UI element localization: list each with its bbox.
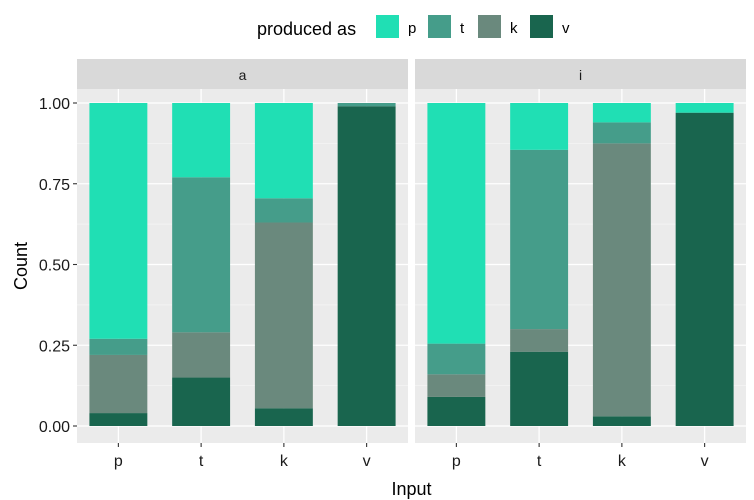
x-tick-label: t	[199, 453, 204, 470]
bar-segment-i-p-t	[427, 343, 486, 375]
bar-segment-a-p-k	[89, 354, 148, 414]
x-tick-label: p	[452, 453, 461, 470]
x-tick-label: t	[537, 453, 542, 470]
facet-strip	[415, 59, 746, 89]
bar-segment-i-t-t	[510, 149, 569, 330]
facet-panel-i: i p t k v	[415, 59, 746, 470]
y-axis-title: Count	[11, 242, 31, 290]
bar-segment-a-t-t	[172, 177, 231, 333]
bar-segment-a-p-v	[89, 413, 148, 426]
bar-segment-a-k-p	[254, 103, 313, 199]
facet-strip-label: i	[579, 67, 582, 83]
bar-segment-i-t-v	[510, 351, 569, 426]
facet-strip-label: a	[239, 67, 247, 83]
x-tick-label: k	[280, 453, 289, 470]
bar-segment-i-k-p	[592, 103, 651, 123]
legend: produced as p t k v	[257, 15, 570, 39]
bar-segment-i-k-v	[592, 416, 651, 426]
legend-title: produced as	[257, 19, 356, 39]
bar-segment-i-t-k	[510, 329, 569, 352]
bar-segment-i-k-k	[592, 143, 651, 417]
bar-segment-a-k-t	[254, 198, 313, 223]
bar-segment-i-v-v	[675, 112, 734, 426]
bar-segment-a-k-v	[254, 408, 313, 426]
bar-segment-a-k-k	[254, 222, 313, 409]
legend-swatch-k	[478, 15, 501, 38]
y-tick-label: 1.00	[39, 96, 70, 113]
bar-segment-a-p-t	[89, 338, 148, 355]
bar-segment-a-t-v	[172, 377, 231, 426]
legend-label-t: t	[460, 20, 465, 37]
bar-segment-i-p-p	[427, 103, 486, 344]
facet-panel-a: a p t k v	[77, 59, 408, 470]
y-tick-label: 0.50	[39, 258, 70, 275]
bar-segment-a-v-v	[337, 106, 396, 426]
x-tick-label: k	[618, 453, 627, 470]
bar-segment-a-t-k	[172, 332, 231, 378]
x-axis-title: Input	[391, 479, 431, 499]
bar-segment-a-t-p	[172, 103, 231, 178]
bar-segment-a-p-p	[89, 103, 148, 339]
bar-segment-i-t-p	[510, 103, 569, 150]
y-tick-label: 0.00	[39, 419, 70, 436]
x-tick-label: v	[701, 453, 709, 470]
bar-segment-i-p-k	[427, 374, 486, 397]
facet-strip	[77, 59, 408, 89]
bar-segment-i-p-v	[427, 396, 486, 426]
y-tick-label: 0.25	[39, 338, 70, 355]
legend-swatch-t	[428, 15, 451, 38]
legend-label-p: p	[408, 20, 416, 37]
legend-label-v: v	[562, 20, 570, 37]
bar-segment-i-v-p	[675, 103, 734, 113]
y-tick-label: 0.75	[39, 177, 70, 194]
bar-segment-i-k-t	[592, 122, 651, 144]
bar-segment-a-v-t	[337, 103, 396, 107]
legend-swatch-v	[530, 15, 553, 38]
x-tick-label: p	[114, 453, 123, 470]
x-tick-label: v	[363, 453, 371, 470]
y-axis: 0.00 0.25 0.50 0.75 1.00	[39, 96, 77, 436]
legend-swatch-p	[376, 15, 399, 38]
legend-label-k: k	[510, 20, 518, 37]
